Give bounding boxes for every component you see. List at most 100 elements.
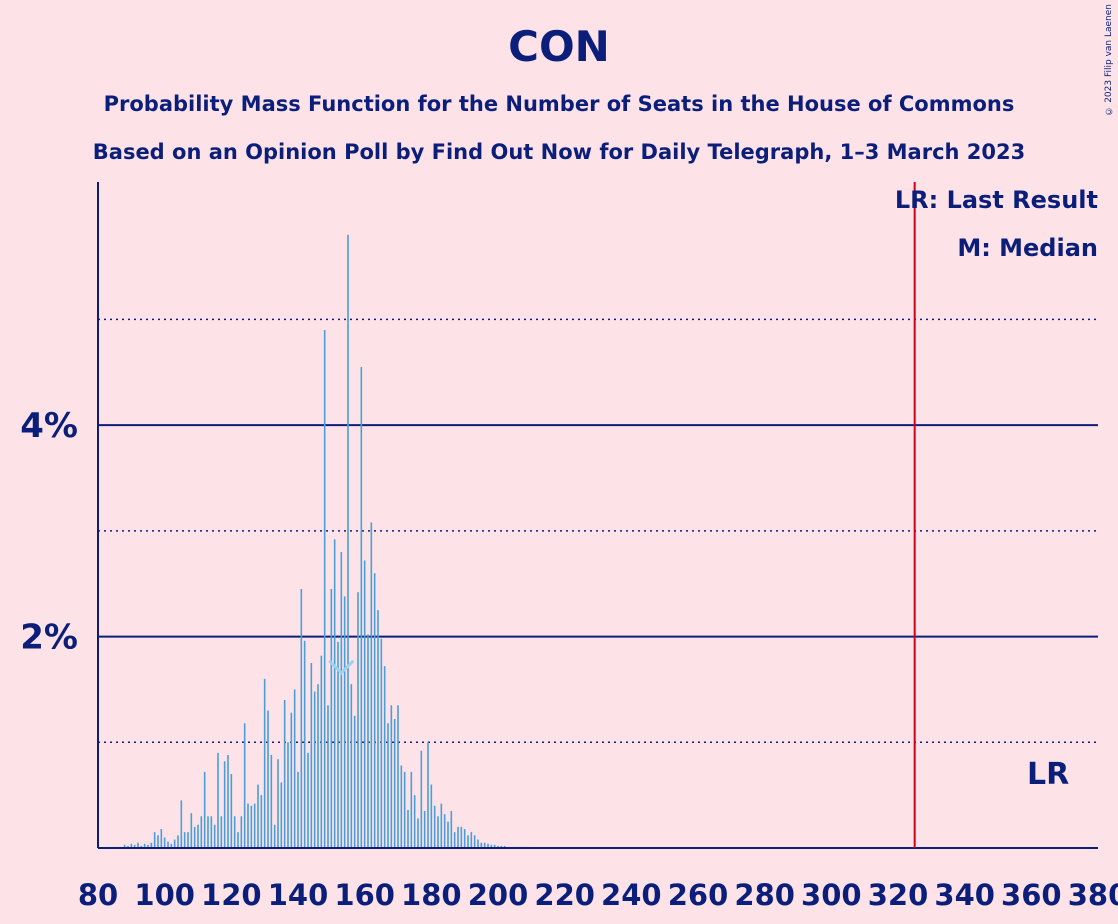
bar [354, 716, 356, 848]
bar [317, 684, 319, 848]
bar [307, 753, 309, 848]
bar [427, 742, 429, 848]
y-tick-label: 4% [20, 406, 78, 446]
bar [351, 684, 353, 848]
bar [357, 592, 359, 848]
legend-median: M: Median [957, 234, 1098, 262]
bar [211, 816, 213, 848]
bar [154, 832, 156, 848]
bar [344, 596, 346, 848]
bar [274, 825, 276, 848]
bar [337, 642, 339, 848]
bar [361, 367, 363, 848]
bar [394, 719, 396, 848]
bar [277, 759, 279, 848]
bar [267, 711, 269, 848]
bar [157, 835, 159, 848]
bar [311, 663, 313, 848]
bar [231, 774, 233, 848]
x-tick-label: 100 [134, 878, 195, 912]
bar [197, 825, 199, 848]
bar [464, 829, 466, 848]
bar [321, 656, 323, 848]
x-tick-label: 380 [1068, 878, 1118, 912]
bar [324, 330, 326, 848]
x-tick-label: 120 [201, 878, 262, 912]
bar [254, 804, 256, 848]
bar [457, 827, 459, 848]
bar [467, 835, 469, 848]
bar [434, 806, 436, 848]
bar [387, 723, 389, 848]
bar [284, 700, 286, 848]
bar [287, 742, 289, 848]
bar [437, 816, 439, 848]
bar [341, 552, 343, 848]
bar [297, 772, 299, 848]
bar [314, 692, 316, 848]
bar [431, 785, 433, 848]
bar [407, 810, 409, 848]
bar [227, 755, 229, 848]
bar [244, 723, 246, 848]
bar [181, 800, 183, 848]
bar [214, 825, 216, 848]
x-tick-label: 320 [868, 878, 929, 912]
y-tick-label: 2% [20, 618, 78, 658]
bar [327, 705, 329, 848]
bar [364, 560, 366, 848]
bar [257, 785, 259, 848]
bar [217, 753, 219, 848]
bar [377, 610, 379, 848]
bar [161, 829, 163, 848]
bar [187, 832, 189, 848]
x-tick-label: 200 [468, 878, 529, 912]
bar [414, 795, 416, 848]
bar [184, 832, 186, 848]
bar [201, 816, 203, 848]
bar [191, 813, 193, 848]
x-tick-label: 260 [668, 878, 729, 912]
bar [454, 832, 456, 848]
bar [404, 772, 406, 848]
bar [447, 822, 449, 848]
bar [381, 639, 383, 848]
x-tick-label: 140 [268, 878, 329, 912]
legend-last-result: LR: Last Result [895, 186, 1098, 214]
bar [221, 816, 223, 848]
bar [247, 804, 249, 848]
bar [391, 705, 393, 848]
bar [397, 705, 399, 848]
bar [461, 827, 463, 848]
bar [371, 522, 373, 848]
x-tick-label: 360 [1001, 878, 1062, 912]
bar [471, 832, 473, 848]
bar [421, 751, 423, 848]
bar [294, 689, 296, 848]
bar [417, 818, 419, 848]
bar [474, 835, 476, 848]
bar [264, 679, 266, 848]
x-tick-label: 300 [801, 878, 862, 912]
bar [301, 589, 303, 848]
bar [177, 835, 179, 848]
bar [237, 832, 239, 848]
bar [477, 840, 479, 848]
bar [174, 840, 176, 848]
x-tick-label: 160 [334, 878, 395, 912]
x-tick-label: 180 [401, 878, 462, 912]
bar [241, 816, 243, 848]
bar [194, 827, 196, 848]
bar [347, 235, 349, 848]
bar [281, 782, 283, 848]
x-tick-label: 220 [534, 878, 595, 912]
bar [441, 804, 443, 848]
bar [234, 816, 236, 848]
bar [291, 713, 293, 848]
x-tick-label: 80 [78, 878, 118, 912]
bar [251, 806, 253, 848]
bar [261, 795, 263, 848]
last-result-label: LR [1027, 757, 1069, 792]
bar [401, 766, 403, 848]
